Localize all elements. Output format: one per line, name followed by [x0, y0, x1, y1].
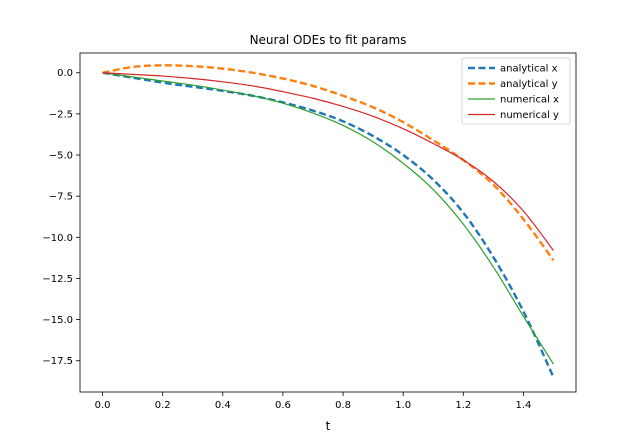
y-tick-label: −17.5 — [42, 356, 73, 367]
y-axis: 0.0 −2.5 −5.0 −7.5 −10.0 −12.5 −15.0 −17.5 — [42, 68, 80, 367]
series-line-numerical-x — [102, 72, 554, 365]
x-tick-label: 1.4 — [515, 400, 531, 411]
y-tick-label: −12.5 — [42, 274, 73, 285]
y-tick-label: −5.0 — [49, 151, 73, 162]
legend-label: numerical x — [500, 95, 559, 106]
legend-label: numerical y — [500, 110, 559, 121]
legend-label: analytical y — [500, 79, 558, 90]
x-tick-label: 1.0 — [395, 400, 411, 411]
legend-label: analytical x — [500, 64, 558, 75]
y-tick-label: −15.0 — [42, 315, 73, 326]
y-tick-label: −7.5 — [49, 192, 73, 203]
x-tick-label: 0.8 — [335, 400, 351, 411]
chart-title: Neural ODEs to fit params — [250, 33, 407, 47]
x-tick-label: 0.0 — [95, 400, 111, 411]
series-line-numerical-y — [102, 72, 554, 251]
x-axis: 0.0 0.2 0.4 0.6 0.8 1.0 1.2 1.4 — [95, 392, 531, 411]
plot-area-frame — [79, 52, 577, 393]
x-axis-label: t — [326, 419, 331, 433]
series-line-analytical-x — [102, 71, 555, 378]
x-tick-label: 0.6 — [275, 400, 291, 411]
y-tick-label: −2.5 — [49, 109, 73, 120]
x-tick-label: 1.2 — [455, 400, 471, 411]
legend: analytical x analytical y numerical x numer… — [461, 57, 571, 125]
series-line-analytical-y — [102, 64, 555, 262]
series-layer — [102, 64, 555, 378]
y-tick-label: −10.0 — [42, 233, 73, 244]
x-tick-label: 0.4 — [215, 400, 231, 411]
x-tick-label: 0.2 — [155, 400, 171, 411]
legend-frame — [461, 57, 571, 125]
y-tick-label: 0.0 — [57, 68, 73, 79]
